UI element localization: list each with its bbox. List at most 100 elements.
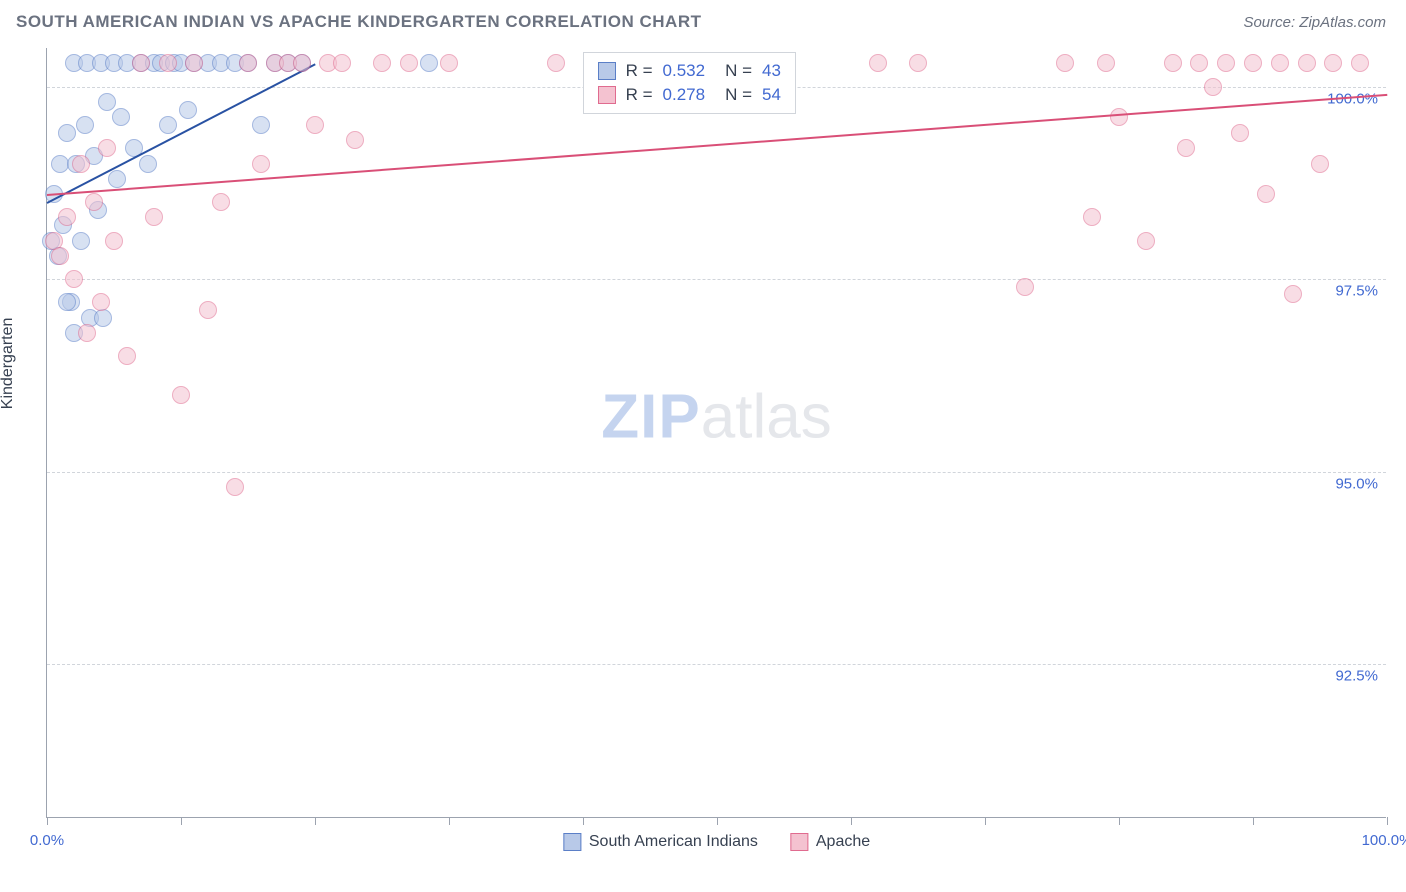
data-point (98, 93, 116, 111)
x-tick (985, 817, 986, 825)
data-point (1324, 54, 1342, 72)
data-point (58, 208, 76, 226)
stat-label: N = (725, 85, 752, 105)
data-point (1110, 108, 1128, 126)
data-point (1204, 78, 1222, 96)
chart-header: SOUTH AMERICAN INDIAN VS APACHE KINDERGA… (0, 0, 1406, 40)
data-point (252, 116, 270, 134)
data-point (1056, 54, 1074, 72)
gridline (47, 664, 1386, 665)
x-tick (1253, 817, 1254, 825)
data-point (58, 124, 76, 142)
data-point (159, 54, 177, 72)
data-point (252, 155, 270, 173)
data-point (172, 386, 190, 404)
stats-row: R = 0.278 N = 54 (598, 83, 781, 107)
gridline (47, 472, 1386, 473)
data-point (400, 54, 418, 72)
data-point (1257, 185, 1275, 203)
x-tick (1119, 817, 1120, 825)
y-tick-label: 92.5% (1335, 668, 1378, 685)
data-point (1231, 124, 1249, 142)
legend-swatch (563, 833, 581, 851)
data-point (333, 54, 351, 72)
x-tick (851, 817, 852, 825)
data-point (85, 193, 103, 211)
stats-box: R = 0.532N = 43R = 0.278 N = 54 (583, 52, 796, 114)
stat-label: R = (626, 85, 653, 105)
data-point (346, 131, 364, 149)
data-point (199, 301, 217, 319)
x-tick (449, 817, 450, 825)
data-point (185, 54, 203, 72)
data-point (105, 232, 123, 250)
y-tick-label: 95.0% (1335, 475, 1378, 492)
stat-r-value: 0.278 (663, 85, 706, 105)
data-point (58, 293, 76, 311)
data-point (1244, 54, 1262, 72)
data-point (132, 54, 150, 72)
data-point (72, 155, 90, 173)
data-point (1284, 285, 1302, 303)
data-point (159, 116, 177, 134)
data-point (1016, 278, 1034, 296)
legend-label: South American Indians (589, 833, 758, 851)
data-point (76, 116, 94, 134)
x-tick-label: 0.0% (30, 832, 64, 849)
data-point (440, 54, 458, 72)
y-axis-label: Kindergarten (0, 318, 17, 410)
trend-line (47, 64, 316, 204)
bottom-legend: South American Indians Apache (563, 833, 870, 851)
data-point (145, 208, 163, 226)
data-point (547, 54, 565, 72)
gridline (47, 279, 1386, 280)
data-point (179, 101, 197, 119)
data-point (293, 54, 311, 72)
data-point (239, 54, 257, 72)
data-point (306, 116, 324, 134)
data-point (1164, 54, 1182, 72)
data-point (98, 139, 116, 157)
data-point (1298, 54, 1316, 72)
data-point (94, 309, 112, 327)
x-tick (583, 817, 584, 825)
chart-title: SOUTH AMERICAN INDIAN VS APACHE KINDERGA… (16, 12, 702, 32)
data-point (1137, 232, 1155, 250)
stat-n-value: 43 (762, 61, 781, 81)
data-point (1271, 54, 1289, 72)
stats-row: R = 0.532N = 43 (598, 59, 781, 83)
scatter-chart: ZIPatlas 92.5%95.0%97.5%100.0%0.0%100.0%… (46, 48, 1386, 818)
stat-label: N = (725, 61, 752, 81)
data-point (118, 347, 136, 365)
watermark: ZIPatlas (601, 382, 831, 453)
data-point (112, 108, 130, 126)
data-point (1177, 139, 1195, 157)
data-point (78, 324, 96, 342)
data-point (1311, 155, 1329, 173)
legend-swatch (790, 833, 808, 851)
data-point (1351, 54, 1369, 72)
legend-swatch (598, 62, 616, 80)
data-point (1217, 54, 1235, 72)
y-tick-label: 97.5% (1335, 283, 1378, 300)
legend-item: Apache (790, 833, 870, 851)
x-tick-label: 100.0% (1362, 832, 1406, 849)
data-point (65, 270, 83, 288)
data-point (72, 232, 90, 250)
legend-swatch (598, 86, 616, 104)
legend-item: South American Indians (563, 833, 758, 851)
stat-n-value: 54 (762, 85, 781, 105)
data-point (108, 170, 126, 188)
data-point (1190, 54, 1208, 72)
x-tick (315, 817, 316, 825)
source-attribution: Source: ZipAtlas.com (1243, 14, 1386, 31)
data-point (139, 155, 157, 173)
stat-label: R = (626, 61, 653, 81)
x-tick (1387, 817, 1388, 825)
data-point (373, 54, 391, 72)
data-point (909, 54, 927, 72)
data-point (1083, 208, 1101, 226)
data-point (92, 293, 110, 311)
x-tick (181, 817, 182, 825)
x-tick (717, 817, 718, 825)
